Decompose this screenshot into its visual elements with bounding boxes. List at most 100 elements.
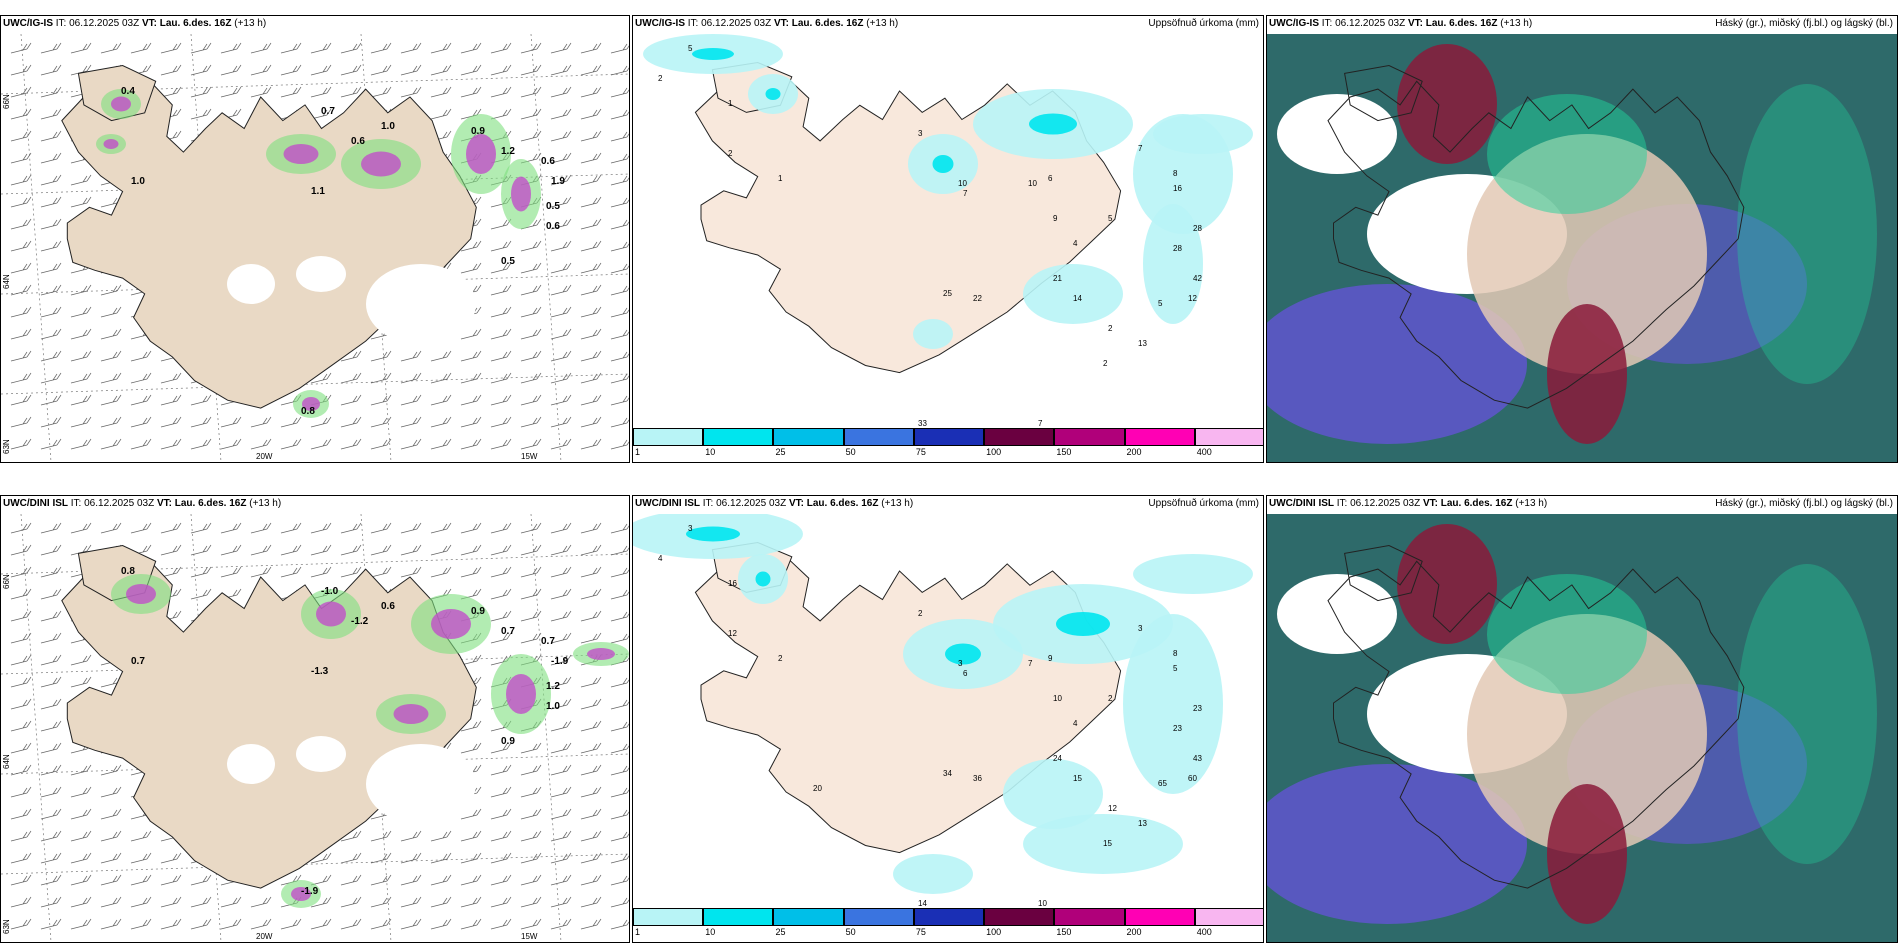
wind-barb	[550, 654, 572, 666]
wind-barb	[10, 64, 32, 76]
wind-barb	[220, 438, 242, 450]
wind-barb	[610, 545, 629, 556]
precip-area	[1003, 759, 1103, 829]
wind-barb	[460, 372, 482, 384]
wind-barb	[490, 306, 512, 318]
wind-barb	[40, 632, 62, 644]
model-name: UWC/DINI ISL	[3, 498, 68, 509]
wind-barb	[460, 328, 482, 340]
wind-barb	[490, 108, 512, 120]
wind-barb	[400, 372, 422, 384]
colorbar-tick: 50	[845, 447, 856, 457]
wind-barb	[400, 522, 422, 534]
wind-barb	[250, 566, 272, 578]
precip-area	[893, 854, 973, 894]
wind-barb	[430, 416, 452, 428]
it-label: IT:	[1321, 18, 1333, 29]
wind-barb	[580, 416, 602, 428]
wind-barb	[550, 588, 572, 600]
wind-map: 0.8 -1.0 -1.2 0.6 0.9 0.7 0.7 1.2 1.0 -1.3 -1.9 -1.…	[1, 514, 629, 942]
precip-core	[316, 601, 346, 627]
wind-barb	[580, 262, 602, 274]
wind-barb	[10, 698, 32, 710]
precip-value-label: 9	[1053, 214, 1058, 223]
wind-barb	[580, 350, 602, 362]
wind-barb	[610, 919, 629, 930]
wind-barb	[130, 522, 152, 534]
wind-barb	[610, 787, 629, 798]
precip-value-label: 10	[1028, 179, 1037, 188]
lon-label-20w: 20W	[256, 932, 273, 941]
wind-map: 0.4 0.7 0.6 1.0 0.9 1.2 0.6 0.5 0.6 1.1 1.9 0.8 1.0 0…	[1, 34, 629, 462]
wind-value-label: -1.9	[301, 886, 319, 897]
wind-barb	[610, 677, 629, 688]
wind-barb	[490, 566, 512, 578]
precip-value-label: 13	[1138, 819, 1147, 828]
wind-barb	[190, 64, 212, 76]
wind-barb	[610, 395, 629, 406]
wind-barb	[100, 918, 122, 930]
wind-barb	[100, 42, 122, 54]
model-name: UWC/IG-IS	[635, 18, 685, 29]
wind-barb	[430, 918, 452, 930]
wind-barb	[40, 218, 62, 230]
wind-barb	[40, 654, 62, 666]
wind-value-label: 0.5	[546, 201, 560, 212]
wind-barb	[580, 328, 602, 340]
it-value: 06.12.2025 03Z	[84, 498, 155, 509]
wind-barb	[490, 372, 512, 384]
vt-value: Lau. 6.des. 16Z	[806, 498, 879, 509]
wind-barb	[610, 219, 629, 230]
wind-barb	[550, 852, 572, 864]
wind-barb	[10, 196, 32, 208]
wind-barb	[340, 64, 362, 76]
wind-barb	[70, 764, 92, 776]
colorbar-segment	[633, 908, 704, 926]
wind-barb	[610, 197, 629, 208]
wind-barb	[550, 284, 572, 296]
wind-barb	[580, 86, 602, 98]
wind-barb	[610, 351, 629, 362]
wind-barb	[550, 896, 572, 908]
wind-barb	[520, 416, 542, 428]
wind-barb	[460, 262, 482, 274]
wind-barb	[100, 438, 122, 450]
wind-barb	[100, 896, 122, 908]
wind-value-label: 0.7	[501, 626, 515, 637]
wind-barb	[70, 522, 92, 534]
wind-barb	[250, 918, 272, 930]
wind-barb	[280, 522, 302, 534]
precip-core	[103, 139, 119, 149]
wind-barb	[580, 808, 602, 820]
precip-value-label: 1	[778, 174, 783, 183]
precip-value-label: 7	[963, 189, 968, 198]
wind-barb	[520, 830, 542, 842]
precip-value-label: 15	[1103, 839, 1112, 848]
wind-barb	[280, 86, 302, 98]
wind-value-label: 1.0	[131, 176, 145, 187]
precip-core	[431, 609, 471, 639]
colorbar-tick: 100	[986, 927, 1002, 937]
wind-barb	[520, 632, 542, 644]
wind-barb	[310, 416, 332, 428]
wind-barb	[580, 522, 602, 534]
wind-barb	[40, 786, 62, 798]
wind-barb	[10, 808, 32, 820]
wind-barb	[40, 918, 62, 930]
wind-barb	[250, 544, 272, 556]
colorbar-tick: 400	[1196, 447, 1212, 457]
wind-barb	[550, 174, 572, 186]
precip-area	[1123, 614, 1223, 794]
precip-core	[511, 176, 531, 212]
wind-barb	[340, 416, 362, 428]
wind-barb	[580, 742, 602, 754]
lead-time: (+13 h)	[881, 498, 914, 509]
wind-barb	[520, 438, 542, 450]
wind-barb	[520, 852, 542, 864]
wind-barb	[550, 350, 572, 362]
clear-sky	[1277, 574, 1397, 654]
it-label: IT:	[55, 18, 67, 29]
wind-barb	[580, 786, 602, 798]
wind-barb	[490, 632, 512, 644]
precip-value-label: 22	[973, 294, 982, 303]
